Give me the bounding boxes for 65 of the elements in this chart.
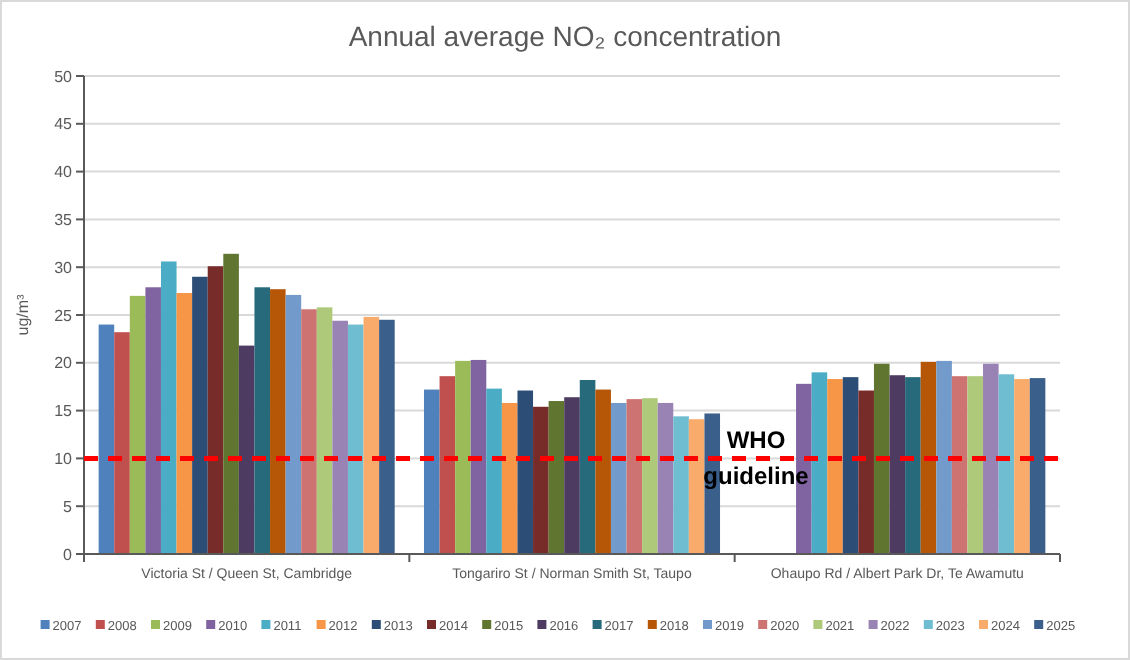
bar	[160, 261, 177, 554]
y-tick-label: 35	[54, 211, 74, 229]
y-tick-label: 25	[54, 306, 74, 325]
bar	[595, 389, 611, 554]
bar	[316, 307, 333, 554]
bar	[642, 398, 658, 554]
bar	[332, 320, 348, 554]
bar	[486, 388, 502, 554]
bar	[626, 399, 643, 554]
bar	[423, 389, 440, 554]
bar	[564, 397, 580, 554]
bar	[129, 295, 146, 554]
bar	[858, 390, 874, 554]
bar	[1014, 379, 1030, 554]
chart-title: Annual average NO₂ concentration	[348, 20, 782, 52]
bar	[379, 319, 395, 554]
y-tick-label: 0	[63, 545, 74, 564]
bar	[98, 324, 115, 554]
bar	[238, 345, 255, 554]
bar	[967, 376, 984, 554]
y-tick-label: 50	[54, 67, 74, 86]
bar	[363, 316, 380, 554]
bar	[114, 332, 130, 554]
y-tick-label: 30	[54, 258, 74, 277]
bar	[842, 377, 859, 554]
bar	[207, 266, 224, 554]
bar	[827, 379, 843, 554]
bar	[905, 377, 921, 554]
y-tick-label: 20	[54, 354, 74, 373]
y-tick-label: 15	[54, 402, 74, 421]
bar	[270, 289, 286, 554]
y-tick-label: 40	[54, 163, 74, 182]
bar	[145, 287, 161, 554]
bar	[501, 402, 518, 554]
bar	[688, 419, 705, 554]
bar	[192, 276, 208, 554]
bar	[889, 375, 906, 554]
bar	[285, 294, 302, 554]
bar	[254, 287, 271, 554]
y-tick-label: 45	[54, 115, 74, 134]
bar	[610, 402, 627, 554]
bar	[920, 361, 937, 554]
bar	[347, 324, 364, 554]
bar	[1029, 378, 1046, 554]
bar	[811, 372, 828, 554]
bar	[951, 376, 968, 554]
bar	[673, 416, 689, 554]
y-axis-title: ug/m³	[14, 293, 32, 336]
bar	[873, 363, 890, 554]
bar	[983, 363, 999, 554]
bar	[533, 406, 549, 554]
y-tick-label: 10	[54, 450, 74, 468]
bar	[657, 402, 674, 554]
bar	[517, 390, 534, 554]
bar	[548, 401, 565, 554]
bar	[936, 360, 952, 554]
bar	[470, 359, 487, 554]
bar	[176, 293, 193, 554]
bar	[455, 360, 471, 554]
y-tick-label: 5	[63, 497, 74, 516]
bar	[998, 374, 1015, 554]
bar	[301, 309, 317, 554]
bar	[223, 253, 239, 554]
bar	[439, 376, 456, 554]
bar	[579, 380, 596, 554]
